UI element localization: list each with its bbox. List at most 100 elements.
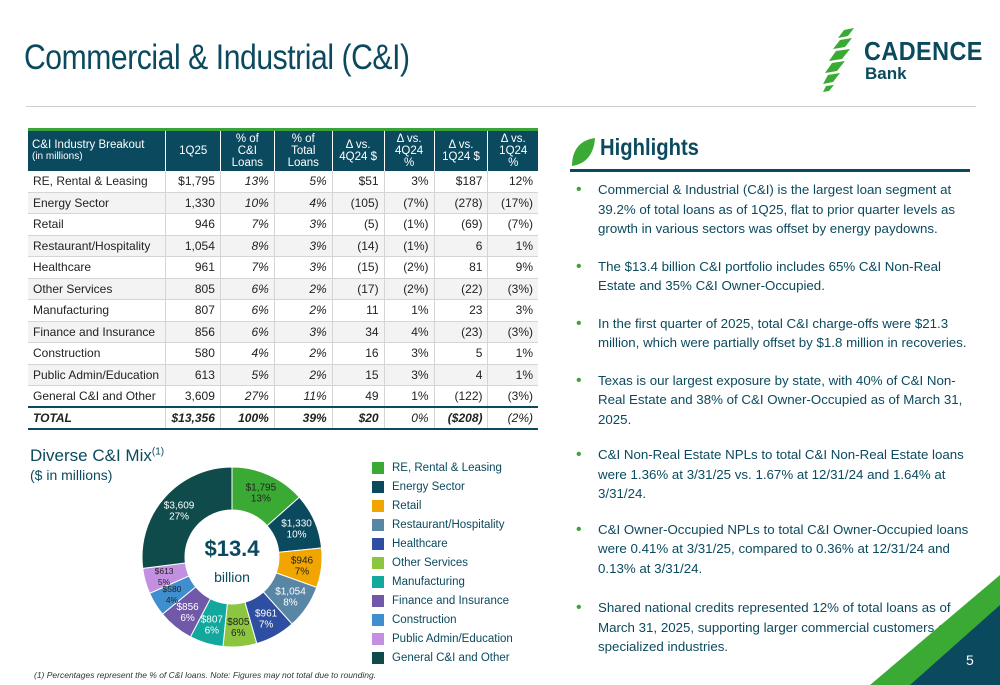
table-cell: (1%): [384, 235, 435, 257]
table-cell: Manufacturing: [28, 299, 167, 322]
table-cell: $187: [434, 170, 489, 193]
donut-center-value: $13.4: [204, 536, 260, 561]
table-cell: 5: [434, 342, 489, 365]
legend-label: Construction: [392, 614, 457, 627]
legend-item: Manufacturing: [372, 573, 513, 592]
table-cell: 9%: [487, 256, 538, 279]
table-cell: 7%: [220, 256, 275, 279]
table-cell: 5%: [274, 170, 333, 193]
legend-swatch: [372, 518, 384, 531]
table-row: Construction 580 4% 2% 16 3% 5 1%: [28, 342, 538, 365]
legend-item: RE, Rental & Leasing: [372, 458, 513, 477]
slice-label: $946: [291, 556, 314, 567]
cadence-logo: CADENCE Bank: [822, 26, 982, 92]
table-cell: 1%: [384, 385, 435, 408]
slice-label: $613: [155, 566, 174, 576]
table-cell: (3%): [487, 385, 538, 408]
table-cell: 2%: [274, 342, 333, 365]
highlight-item: Commercial & Industrial (C&I) is the lar…: [576, 180, 970, 239]
table-row: Energy Sector 1,330 10% 4% (105) (7%) (278) (17…: [28, 192, 538, 214]
legend-item: Energy Sector: [372, 477, 513, 496]
legend-label: Healthcare: [392, 537, 448, 550]
legend-item: Construction: [372, 611, 513, 630]
table-cell: 12%: [487, 170, 538, 193]
slice-label: $1,054: [275, 586, 306, 597]
header-pct-ci: % of C&I Loans: [220, 128, 275, 171]
table-row: Retail 946 7% 3% (5) (1%) (69) (7%): [28, 213, 538, 236]
table-cell: (7%): [487, 213, 538, 236]
table-cell: 3%: [274, 235, 333, 257]
highlight-item: C&I Owner-Occupied NPLs to total C&I Own…: [576, 520, 970, 579]
table-cell: (3%): [487, 321, 538, 343]
table-cell: 3%: [384, 170, 435, 193]
table-cell: (17): [332, 278, 385, 300]
table-header-row: C&I Industry Breakout (in millions) 1Q25 …: [28, 128, 538, 171]
header-industry: C&I Industry Breakout (in millions): [28, 128, 167, 171]
table-cell: General C&I and Other: [28, 385, 167, 408]
table-row: Public Admin/Education 613 5% 2% 15 3% 4 1%: [28, 364, 538, 386]
highlight-item: In the first quarter of 2025, total C&I …: [576, 314, 970, 353]
table-cell: 3%: [487, 299, 538, 322]
table-cell: 2%: [274, 364, 333, 386]
legend-swatch: [372, 499, 384, 512]
table-cell: 613: [165, 364, 221, 386]
legend-item: Public Admin/Education: [372, 630, 513, 649]
table-cell: $51: [332, 170, 385, 193]
legend-item: Restaurant/Hospitality: [372, 515, 513, 534]
donut-center-unit: billion: [214, 569, 250, 585]
legend-swatch: [372, 614, 384, 627]
table-cell: (17%): [487, 192, 538, 214]
table-total-row: TOTAL $13,356 100% 39% $20 0% ($208) (2%): [28, 406, 538, 430]
table-cell: 6%: [220, 278, 275, 300]
table-row: RE, Rental & Leasing $1,795 13% 5% $51 3% $187…: [28, 170, 538, 193]
slice-label: $805: [227, 617, 250, 628]
table-cell: 1,054: [165, 235, 221, 257]
legend-label: Other Services: [392, 557, 469, 570]
legend-label: General C&I and Other: [392, 652, 510, 665]
legend-item: Other Services: [372, 553, 513, 572]
slice-label: 6%: [231, 628, 246, 639]
mix-subtitle: ($ in millions): [30, 467, 113, 483]
table-cell: 805: [165, 278, 221, 300]
table-cell: Restaurant/Hospitality: [28, 235, 167, 257]
table-cell: 3%: [274, 321, 333, 343]
table-cell: 34: [332, 321, 385, 343]
header-1q25: 1Q25: [165, 128, 221, 171]
table-cell: (5): [332, 213, 385, 236]
total-cell: $20: [332, 406, 385, 430]
cadence-leaf-icon: [823, 28, 854, 92]
table-cell: 6%: [220, 321, 275, 343]
table-cell: 10%: [220, 192, 275, 214]
table-cell: (105): [332, 192, 385, 214]
table-cell: Energy Sector: [28, 192, 167, 214]
table-cell: 3,609: [165, 385, 221, 408]
table-cell: (1%): [384, 213, 435, 236]
table-row: Other Services 805 6% 2% (17) (2%) (22) (3%): [28, 278, 538, 300]
highlight-item: Texas is our largest exposure by state, …: [576, 371, 970, 430]
page-number: 5: [966, 652, 974, 668]
table-cell: 3%: [274, 256, 333, 279]
slice-label: 7%: [259, 620, 274, 631]
table-row: Healthcare 961 7% 3% (15) (2%) 81 9%: [28, 256, 538, 279]
leaf-icon: [572, 138, 595, 166]
table-cell: 1%: [487, 342, 538, 365]
slice-label: 6%: [180, 613, 195, 624]
table-cell: 1%: [487, 235, 538, 257]
mix-title: Diverse C&I Mix(1): [30, 446, 165, 465]
highlight-item: Shared national credits represented 12% …: [576, 598, 970, 657]
donut-slice: [141, 466, 233, 569]
table-cell: 807: [165, 299, 221, 322]
legend-swatch: [372, 595, 384, 608]
table-cell: (122): [434, 385, 489, 408]
legend-swatch: [372, 652, 384, 665]
table-row: Manufacturing 807 6% 2% 11 1% 23 3%: [28, 299, 538, 322]
table-cell: 961: [165, 256, 221, 279]
table-cell: 6: [434, 235, 489, 257]
legend-label: Restaurant/Hospitality: [392, 518, 505, 531]
table-cell: 16: [332, 342, 385, 365]
header-delta-1q24-pct: Δ vs. 1Q24 %: [487, 128, 538, 171]
slice-label: $1,330: [281, 519, 312, 530]
legend-swatch: [372, 557, 384, 570]
slice-label: $856: [176, 602, 199, 613]
table-cell: 2%: [274, 278, 333, 300]
